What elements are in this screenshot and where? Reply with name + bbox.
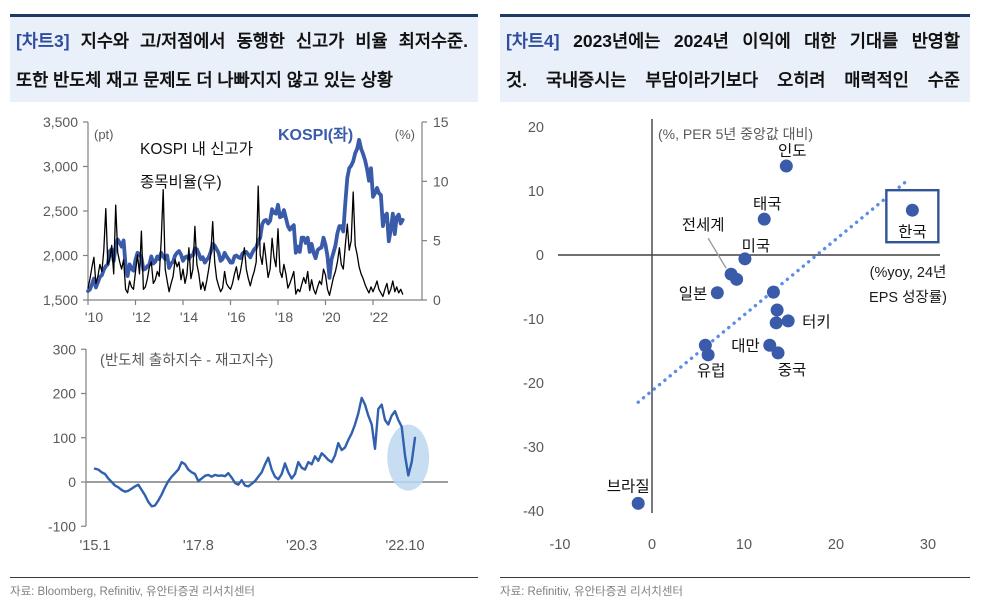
x-tick-label: '18 bbox=[275, 309, 293, 325]
country-label-일본: 일본 bbox=[679, 285, 708, 303]
y-tick-label: 100 bbox=[53, 430, 77, 446]
scatter-point bbox=[770, 303, 784, 317]
scatter-point bbox=[730, 272, 744, 286]
source-right: 자료: Refinitiv, 유안타증권 리서치센터 bbox=[500, 586, 683, 598]
scatter-point-한국 bbox=[905, 203, 919, 217]
kospi-line bbox=[86, 137, 405, 294]
chart4-title-text1: 2023년에는 2024년 이익에 대한 기대를 반영할 bbox=[573, 31, 960, 51]
right-tick-label: 0 bbox=[433, 292, 441, 308]
country-label-터키: 터키 bbox=[802, 313, 831, 331]
semiconductor-line bbox=[93, 396, 417, 508]
country-label-한국: 한국 bbox=[898, 223, 927, 241]
x-tick-label: 20 bbox=[828, 537, 844, 553]
scatter-point-일본 bbox=[710, 286, 724, 300]
y-tick-label: 0 bbox=[68, 474, 76, 490]
newhigh-ratio-label-line1: KOSPI 내 신고가 bbox=[140, 140, 253, 158]
right-tick-label: 15 bbox=[433, 114, 449, 130]
left-tick-label: 3,000 bbox=[43, 159, 78, 175]
kospi-newhigh-chart: 3,500 3,000 2,500 2,000 1,500 15 10 5 0 '10 '12 '14… bbox=[43, 114, 449, 325]
scatter-point-미국 bbox=[738, 252, 752, 266]
semiconductor-shipment-inventory-chart: 300 200 100 0 -100'15.1 '17.8 '20.3 '22.10 (반도체 … bbox=[48, 345, 448, 554]
y-tick-label: -30 bbox=[523, 440, 544, 456]
x-tick-label: 10 bbox=[736, 537, 752, 553]
trend-dotted-line bbox=[636, 178, 910, 404]
x-axis-unit-label-line2: EPS 성장률) bbox=[869, 289, 947, 306]
x-tick-label: -10 bbox=[550, 537, 571, 553]
highlight-ellipse bbox=[387, 424, 430, 491]
kospi-series-label: KOSPI(좌) bbox=[278, 126, 353, 144]
chart3-title-block: [차트3] 지수와 고/저점에서 동행한 신고가 비율 최저수준. 또한 반도체… bbox=[10, 14, 478, 102]
chart4-title-block: [차트4] 2023년에는 2024년 이익에 대한 기대를 반영할 것. 국내… bbox=[500, 14, 970, 102]
y-tick-label: -100 bbox=[48, 518, 76, 534]
scatter-point-유럽 bbox=[701, 348, 715, 362]
country-label-전세계: 전세계 bbox=[682, 216, 725, 234]
y-axis-unit-label: (%, PER 5년 중앙값 대비) bbox=[658, 126, 813, 142]
chart4-tag: [차트4] bbox=[506, 31, 560, 51]
x-tick-label: 30 bbox=[920, 537, 936, 553]
x-tick-label: '10 bbox=[85, 309, 103, 325]
y-tick-label: -40 bbox=[523, 504, 544, 520]
x-tick-label: '22.10 bbox=[385, 538, 424, 554]
y-tick-label: 0 bbox=[536, 248, 544, 264]
left-tick-label: 1,500 bbox=[43, 292, 78, 308]
footer-divider-right bbox=[500, 577, 970, 578]
left-tick-label: 2,500 bbox=[43, 203, 78, 219]
scatter-point-브라질 bbox=[631, 496, 645, 510]
x-tick-label: '15.1 bbox=[80, 538, 111, 554]
x-tick-label: '20.3 bbox=[286, 538, 317, 554]
semiconductor-note-label: (반도체 출하지수 - 재고지수) bbox=[100, 352, 273, 369]
y-tick-label: 300 bbox=[53, 345, 77, 357]
country-label-태국: 태국 bbox=[753, 195, 782, 213]
left-unit-label: (pt) bbox=[94, 127, 114, 142]
scatter-point bbox=[769, 316, 783, 330]
x-tick-label: '22 bbox=[370, 309, 388, 325]
scatter-point-태국 bbox=[757, 212, 771, 226]
right-tick-label: 5 bbox=[433, 233, 441, 249]
x-tick-label: 0 bbox=[648, 537, 656, 553]
newhigh-ratio-label-line2: 종목비율(우) bbox=[140, 173, 222, 191]
right-tick-label: 10 bbox=[433, 173, 449, 189]
left-tick-label: 2,000 bbox=[43, 248, 78, 264]
scatter-point-터키 bbox=[781, 314, 795, 328]
x-tick-label: '20 bbox=[322, 309, 340, 325]
country-label-브라질: 브라질 bbox=[607, 477, 650, 495]
left-tick-label: 3,500 bbox=[43, 114, 78, 130]
x-tick-label: '16 bbox=[227, 309, 245, 325]
y-tick-label: -10 bbox=[523, 312, 544, 328]
y-tick-label: 10 bbox=[528, 184, 544, 200]
chart4-title-line2: 것. 국내증시는 부담이라기보다 오히려 매력적인 수준 bbox=[506, 70, 960, 90]
chart3-title-line1: [차트3] 지수와 고/저점에서 동행한 신고가 비율 최저수준. bbox=[16, 22, 468, 61]
y-tick-label: -20 bbox=[523, 376, 544, 392]
country-label-대만: 대만 bbox=[731, 337, 760, 355]
y-tick-label: 200 bbox=[53, 386, 77, 402]
footer-divider-left bbox=[10, 577, 478, 578]
world-leader-line bbox=[707, 237, 727, 269]
x-axis-unit-label-line1: (%yoy, 24년 bbox=[870, 264, 947, 281]
newhigh-ratio-line bbox=[87, 185, 404, 298]
chart3-title-line2: 또한 반도체 재고 문제도 더 나빠지지 않고 있는 상황 bbox=[16, 70, 393, 90]
source-left: 자료: Bloomberg, Refinitiv, 유안타증권 리서치센터 bbox=[10, 586, 255, 598]
chart3-title-text1: 지수와 고/저점에서 동행한 신고가 비율 최저수준. bbox=[80, 31, 468, 51]
country-label-유럽: 유럽 bbox=[697, 362, 726, 380]
x-tick-label: '14 bbox=[180, 309, 198, 325]
x-tick-label: '12 bbox=[132, 309, 150, 325]
chart4-title-line1: [차트4] 2023년에는 2024년 이익에 대한 기대를 반영할 bbox=[506, 22, 960, 61]
x-tick-label: '17.8 bbox=[183, 538, 214, 554]
scatter-point-인도 bbox=[779, 159, 793, 173]
country-label-미국: 미국 bbox=[742, 237, 771, 255]
scatter-point-대만 bbox=[763, 338, 777, 352]
per-eps-scatter-chart: 20 10 0 -10 -20 -30 -40 -10 0 10 20 30 (%, PER 5년 중앙… bbox=[523, 119, 947, 553]
right-unit-label: (%) bbox=[395, 127, 415, 142]
country-label-인도: 인도 bbox=[778, 142, 807, 160]
chart3-tag: [차트3] bbox=[16, 31, 70, 51]
scatter-point bbox=[766, 285, 780, 299]
scatter-point-중국 bbox=[771, 346, 785, 360]
y-tick-label: 20 bbox=[528, 120, 544, 136]
country-label-중국: 중국 bbox=[778, 362, 807, 379]
